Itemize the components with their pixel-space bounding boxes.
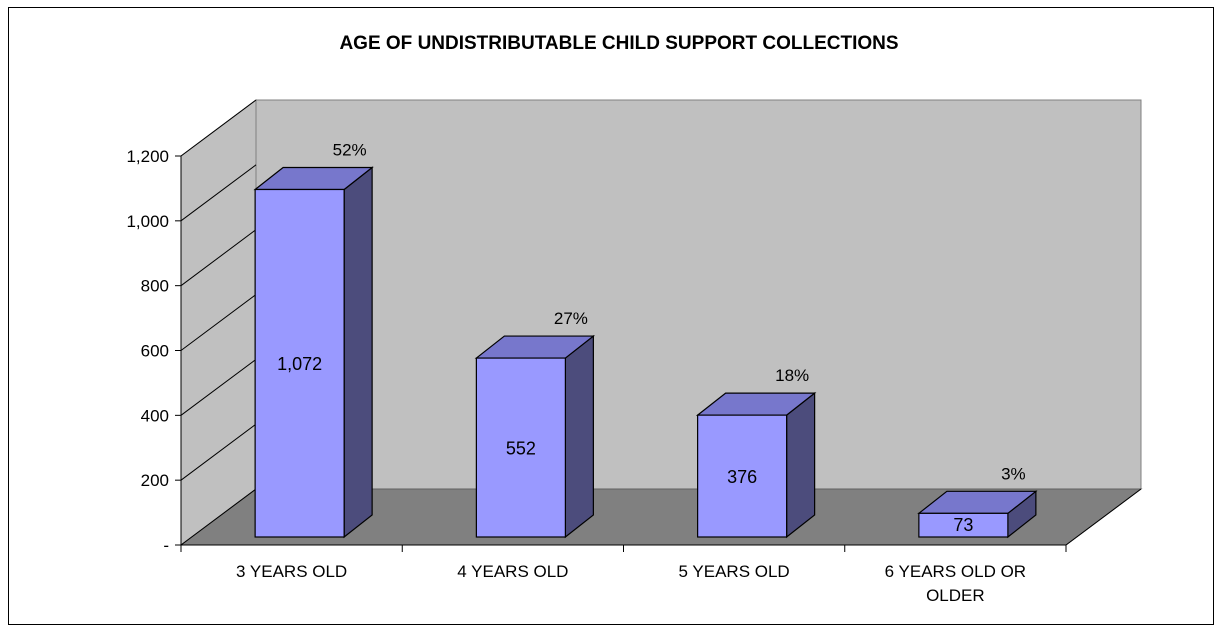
bar-value-label: 1,072	[277, 354, 322, 374]
x-category-label: 4 YEARS OLD	[457, 562, 568, 581]
bar-side	[786, 391, 816, 539]
bar-percent-label: 52%	[333, 140, 367, 159]
x-category-label-line: 6 YEARS OLD OR	[885, 562, 1026, 581]
y-tick-label: 200	[141, 471, 169, 490]
chart-bars	[253, 166, 1038, 539]
bar-value-label: 376	[727, 467, 757, 487]
bar-percent-label: 18%	[775, 366, 809, 385]
y-tick-diagonal	[180, 488, 257, 546]
y-tick-diagonal	[180, 294, 257, 351]
chart-axes: - 200 400 600 800 1,000 1,200	[126, 99, 1142, 555]
floor-right-edge	[1065, 488, 1142, 546]
y-tick-label: 400	[141, 406, 169, 425]
bar-front	[475, 357, 566, 538]
x-category-label-line: OLDER	[926, 586, 985, 605]
y-tick-label: 1,200	[126, 147, 169, 166]
bar-side	[564, 334, 594, 539]
bar-1	[253, 166, 374, 539]
bar-side	[343, 166, 373, 539]
y-tick-label: 600	[141, 342, 169, 361]
bar-3	[695, 391, 817, 539]
bar-value-label: 552	[506, 439, 536, 459]
chart-labels: 3 YEARS OLD 4 YEARS OLD 5 YEARS OLD 6 YEARS…	[236, 140, 1026, 605]
bar-4	[917, 490, 1038, 539]
chart-frame: AGE OF UNDISTRIBUTABLE CHILD SUPPORT COL…	[8, 7, 1214, 625]
x-category-label: 6 YEARS OLD OR OLDER	[885, 562, 1026, 605]
y-tick-diagonal	[180, 358, 257, 416]
y-tick-diagonal	[180, 423, 257, 481]
bar-percent-label: 3%	[1001, 464, 1026, 483]
y-tick-diagonal	[180, 164, 257, 222]
bar-front	[254, 188, 345, 538]
bar-value-label: 73	[953, 515, 973, 535]
bar-2	[474, 334, 596, 539]
chart-title: AGE OF UNDISTRIBUTABLE CHILD SUPPORT COL…	[339, 33, 898, 54]
x-category-label: 3 YEARS OLD	[236, 562, 347, 581]
bar-chart: AGE OF UNDISTRIBUTABLE CHILD SUPPORT COL…	[126, 33, 1143, 605]
x-category-label: 5 YEARS OLD	[679, 562, 790, 581]
y-tick-diagonal	[180, 99, 257, 157]
y-tick-label: -	[163, 536, 169, 555]
y-tick-label: 1,000	[126, 212, 169, 231]
bar-front	[918, 512, 1009, 538]
y-tick-diagonal	[180, 229, 257, 287]
bar-front	[697, 414, 788, 538]
y-tick-label: 800	[141, 277, 169, 296]
bar-percent-label: 27%	[554, 309, 588, 328]
